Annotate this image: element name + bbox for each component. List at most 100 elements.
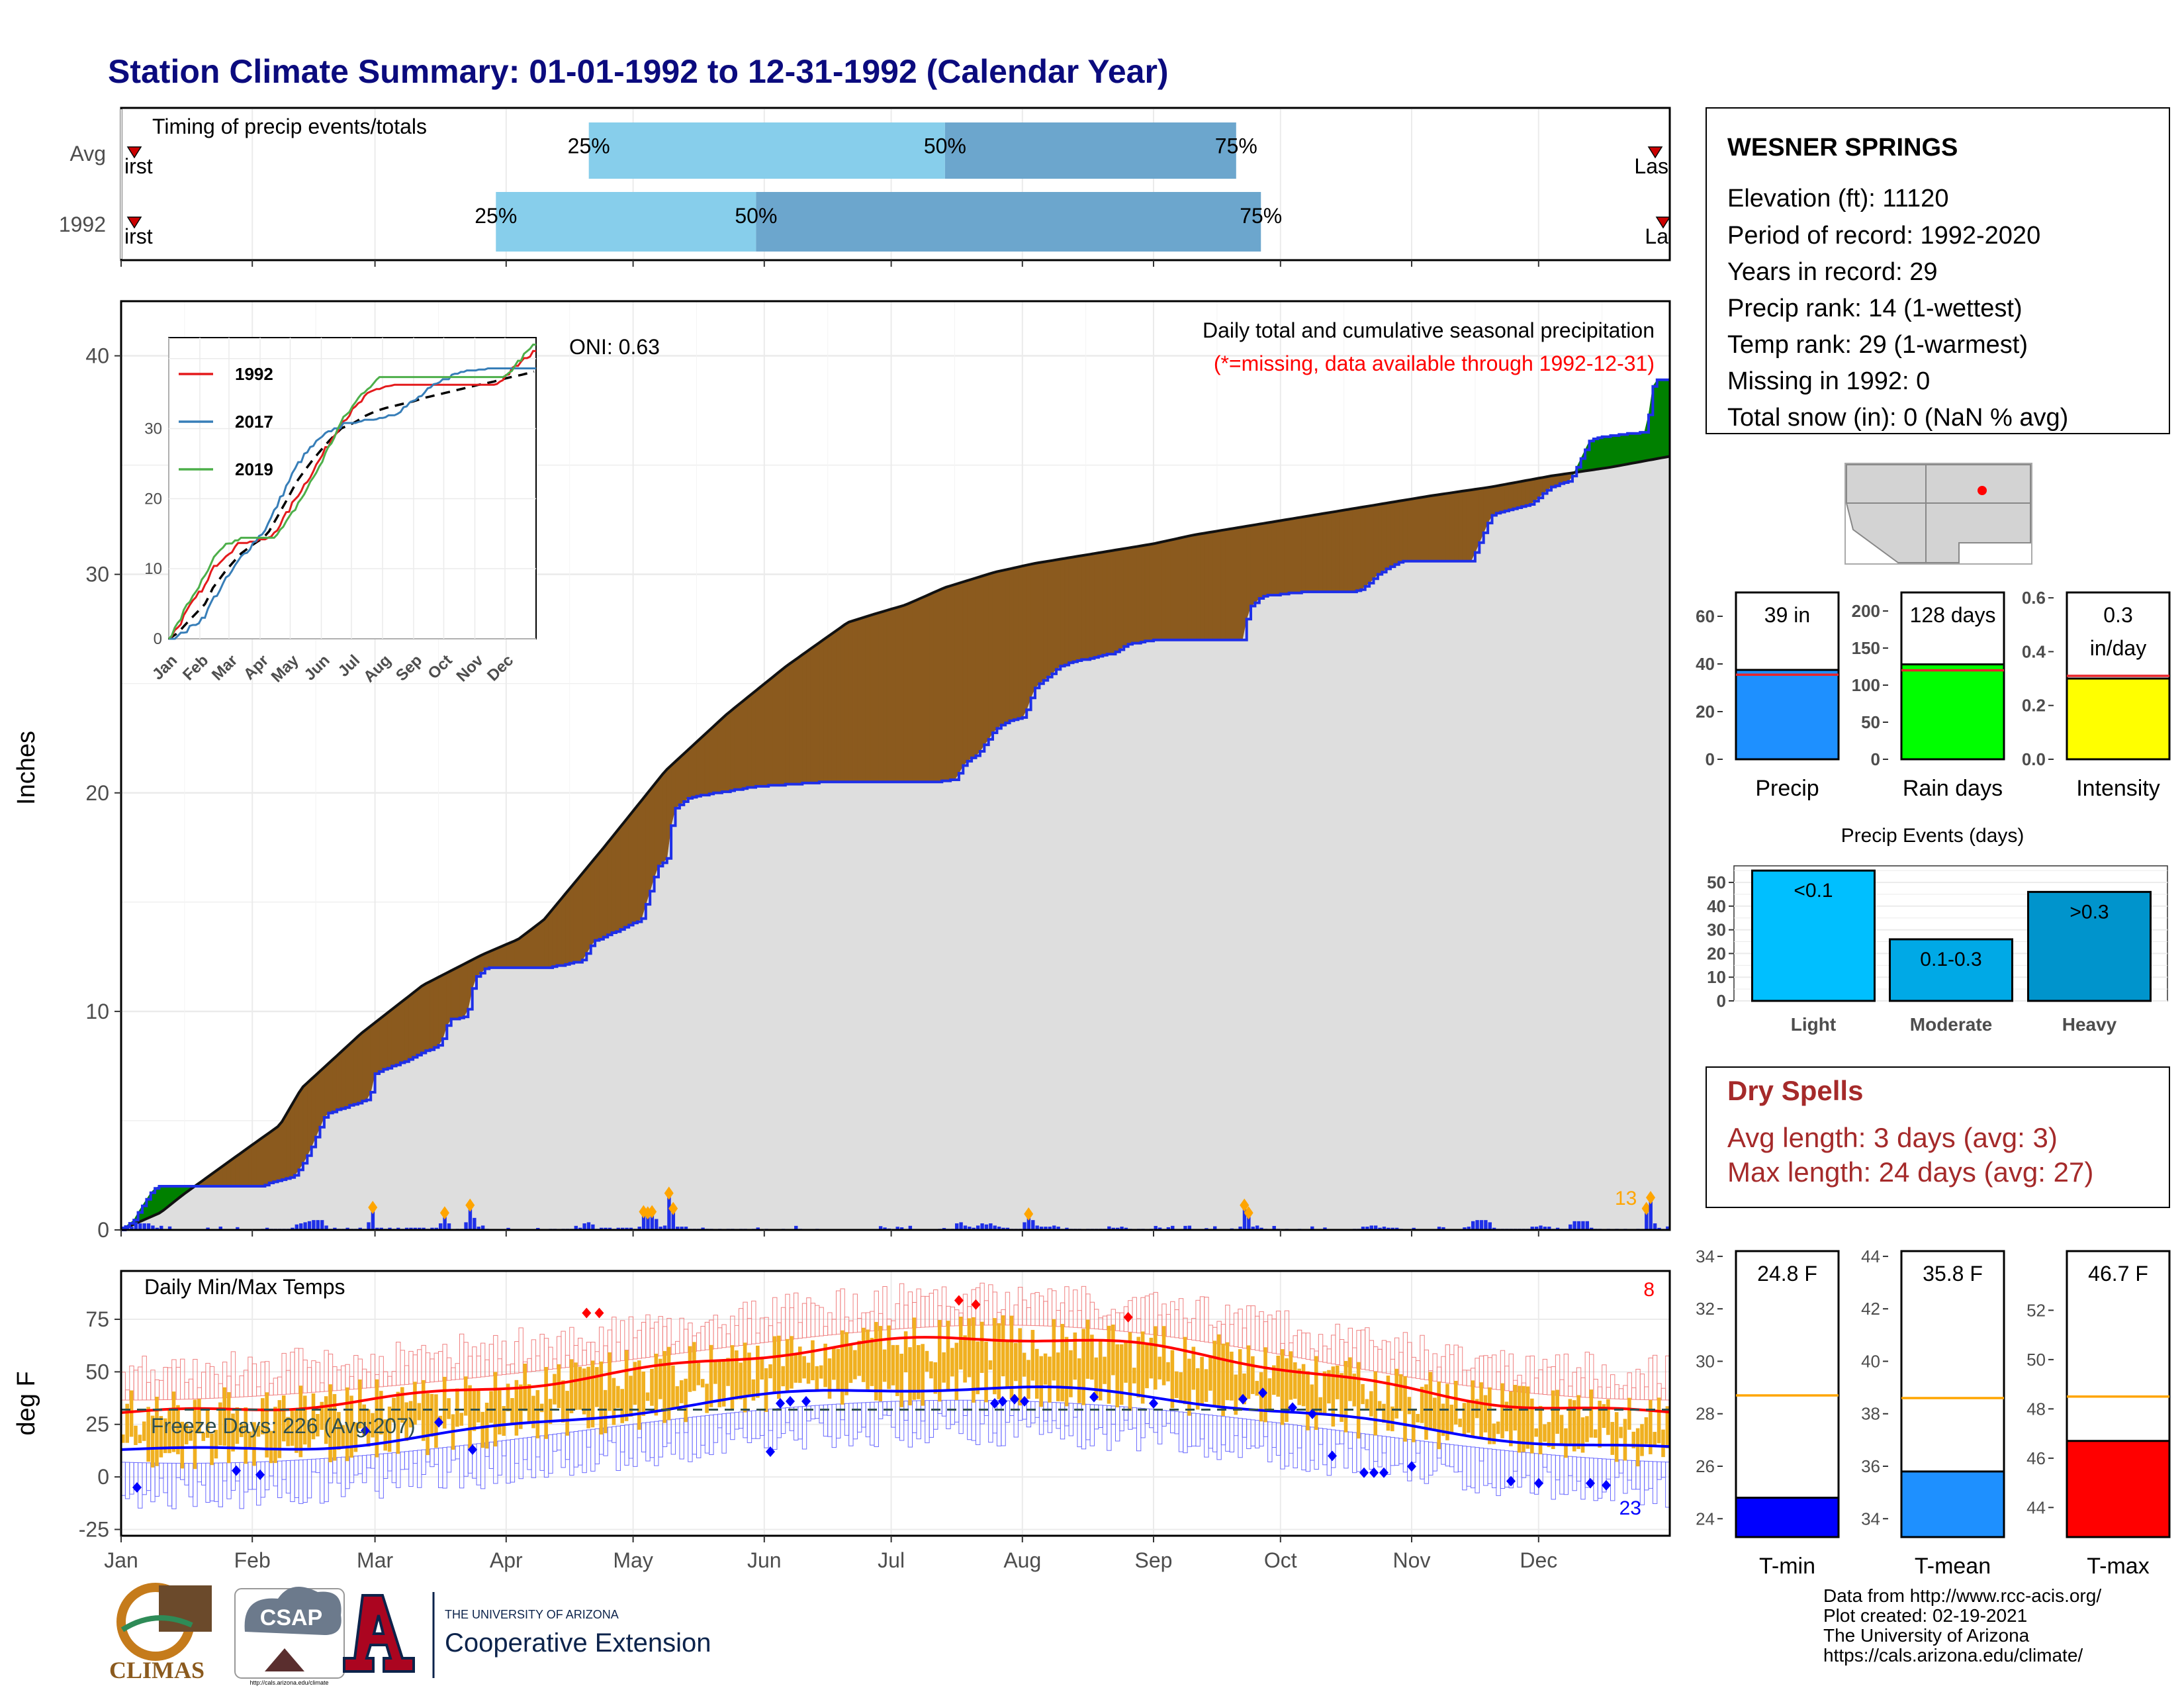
daily-temp-range-bar	[332, 1393, 337, 1461]
below-normal-segment	[958, 581, 964, 774]
daily-temp-range-bar	[125, 1403, 129, 1443]
daily-temp-range-bar	[167, 1410, 171, 1454]
daily-temp-range-bar	[362, 1404, 367, 1436]
record-high-step	[561, 1331, 566, 1368]
daily-temp-range-bar	[942, 1352, 946, 1383]
below-normal-segment	[1179, 537, 1184, 640]
daily-precip-bar	[151, 1225, 155, 1230]
daily-temp-range-bar	[1081, 1329, 1085, 1405]
extreme-count: 13	[1615, 1188, 1637, 1209]
daily-temp-range-bar	[785, 1338, 790, 1393]
below-normal-segment	[421, 983, 426, 1054]
below-normal-segment	[679, 753, 684, 806]
small-bar-ytick-label: 0.0	[2022, 749, 2046, 769]
below-normal-segment	[713, 722, 718, 794]
daily-precip-bar	[1251, 1227, 1255, 1230]
daily-precip-bar	[1183, 1225, 1187, 1230]
daily-temp-range-bar	[413, 1382, 417, 1425]
below-normal-segment	[1200, 533, 1205, 640]
daily-temp-range-bar	[1522, 1385, 1525, 1452]
daily-precip-bar	[646, 1217, 650, 1230]
daily-temp-range-bar	[781, 1366, 785, 1387]
daily-temp-range-bar	[477, 1389, 480, 1423]
above-normal-segment	[1631, 433, 1637, 464]
record-high-step	[193, 1358, 198, 1399]
below-normal-segment	[776, 669, 782, 786]
temp-ytick-label: 25	[85, 1413, 109, 1436]
daily-temp-range-bar	[700, 1379, 705, 1387]
daily-temp-range-bar	[954, 1342, 959, 1401]
daily-temp-range-bar	[836, 1348, 841, 1392]
daily-temp-range-bar	[1242, 1373, 1246, 1405]
daily-precip-bar	[473, 1217, 477, 1230]
temp-ylabel: deg F	[13, 1371, 40, 1435]
daily-temp-range-bar	[739, 1362, 743, 1400]
timing-row-label-avg: Avg	[69, 142, 106, 165]
events-ytick-label: 20	[1707, 943, 1726, 963]
daily-temp-range-bar	[616, 1385, 620, 1409]
daily-temp-range-bar	[608, 1352, 612, 1411]
below-normal-segment	[971, 577, 976, 759]
daily-temp-range-bar	[1471, 1380, 1475, 1436]
daily-temp-range-bar	[1483, 1395, 1488, 1432]
daily-temp-range-bar	[1377, 1401, 1382, 1410]
summary-bar-precip: 0 20 40 60 39 in Precip	[1696, 591, 1840, 801]
below-normal-segment	[552, 903, 557, 967]
below-normal-segment	[412, 989, 418, 1058]
record-low-step	[835, 1403, 841, 1438]
record-high-step	[370, 1354, 376, 1388]
daily-temp-range-bar	[751, 1379, 756, 1401]
daily-precip-bar	[130, 1227, 134, 1230]
daily-temp-range-bar	[426, 1393, 430, 1456]
extreme-precip-marker	[1240, 1198, 1250, 1212]
below-normal-segment	[1449, 492, 1455, 562]
daily-temp-range-bar	[756, 1345, 760, 1398]
record-low-marker	[255, 1469, 265, 1480]
daily-temp-range-bar	[1255, 1381, 1259, 1396]
above-normal-segment	[1635, 432, 1641, 463]
daily-temp-range-bar	[853, 1350, 857, 1380]
below-normal-segment	[751, 690, 756, 788]
daily-temp-range-bar	[937, 1320, 942, 1402]
record-high-step	[518, 1327, 523, 1374]
record-high-step	[1424, 1349, 1430, 1380]
below-normal-segment	[696, 737, 702, 797]
daily-precip-bar	[1463, 1227, 1467, 1230]
daily-temp-range-bar	[1306, 1371, 1310, 1430]
record-low-marker	[1238, 1393, 1248, 1405]
daily-precip-bar	[307, 1221, 312, 1230]
daily-precip-bar	[371, 1211, 375, 1230]
below-normal-segment	[438, 974, 443, 1047]
daily-temp-range-bar	[1124, 1342, 1128, 1383]
daily-temp-range-bar	[1251, 1356, 1255, 1394]
daily-temp-range-bar	[768, 1364, 772, 1379]
below-normal-segment	[506, 942, 511, 968]
daily-temp-range-bar	[265, 1392, 269, 1458]
record-high-step	[1064, 1286, 1069, 1328]
below-normal-segment	[1297, 516, 1302, 594]
daily-temp-range-bar	[997, 1323, 1001, 1399]
daily-precip-bar	[1437, 1227, 1441, 1230]
daily-temp-range-bar	[1043, 1353, 1048, 1385]
daily-temp-range-bar	[1115, 1344, 1120, 1408]
record-high-step	[1284, 1310, 1290, 1356]
record-low-marker	[786, 1395, 795, 1407]
daily-temp-range-bar	[273, 1407, 277, 1464]
daily-temp-range-bar	[320, 1401, 324, 1430]
below-normal-segment	[1009, 567, 1015, 722]
below-normal-segment	[324, 1062, 329, 1118]
daily-temp-range-bar	[1547, 1422, 1551, 1448]
csap-cloud-icon	[244, 1587, 341, 1635]
events-body: 0 10 20 30 40 50 <0.1 Light 0.1-0.3 Moderate >0.3 H…	[1707, 865, 2168, 1035]
daily-precip-bar	[980, 1223, 984, 1230]
below-normal-segment	[586, 863, 591, 955]
record-low-marker	[1089, 1391, 1099, 1403]
below-normal-segment	[1183, 536, 1188, 640]
daily-temp-range-bar	[1572, 1400, 1576, 1452]
daily-precip-bar	[984, 1224, 989, 1230]
daily-temp-range-bar	[848, 1343, 853, 1383]
record-low-marker	[766, 1446, 775, 1458]
daily-precip-bar	[447, 1223, 451, 1230]
daily-temp-range-bar	[1064, 1336, 1069, 1407]
